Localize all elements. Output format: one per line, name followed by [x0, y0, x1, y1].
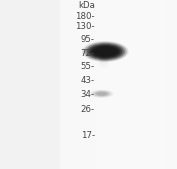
Ellipse shape	[94, 91, 110, 97]
Ellipse shape	[84, 42, 127, 61]
Text: 72-: 72-	[81, 49, 95, 58]
Text: 43-: 43-	[81, 76, 95, 85]
Ellipse shape	[90, 90, 114, 98]
Text: 26-: 26-	[81, 104, 95, 114]
Text: 34-: 34-	[81, 90, 95, 99]
Ellipse shape	[87, 44, 124, 60]
Ellipse shape	[92, 91, 111, 97]
Ellipse shape	[92, 46, 119, 57]
Ellipse shape	[99, 56, 108, 59]
Ellipse shape	[95, 91, 108, 96]
Text: 130-: 130-	[75, 22, 95, 31]
Ellipse shape	[91, 90, 112, 98]
Ellipse shape	[85, 43, 125, 60]
Ellipse shape	[88, 44, 122, 59]
Ellipse shape	[93, 47, 117, 56]
Text: 17-: 17-	[81, 131, 95, 140]
Ellipse shape	[96, 48, 114, 55]
Text: 180-: 180-	[75, 11, 95, 21]
Bar	[96, 0, 164, 169]
Ellipse shape	[95, 47, 116, 56]
Ellipse shape	[90, 45, 121, 58]
Ellipse shape	[96, 92, 107, 96]
Ellipse shape	[99, 55, 108, 58]
Text: 55-: 55-	[81, 62, 95, 71]
Ellipse shape	[82, 41, 129, 62]
Text: kDa: kDa	[78, 1, 95, 10]
Text: 95-: 95-	[81, 35, 95, 44]
Ellipse shape	[99, 57, 108, 60]
Bar	[60, 0, 177, 169]
